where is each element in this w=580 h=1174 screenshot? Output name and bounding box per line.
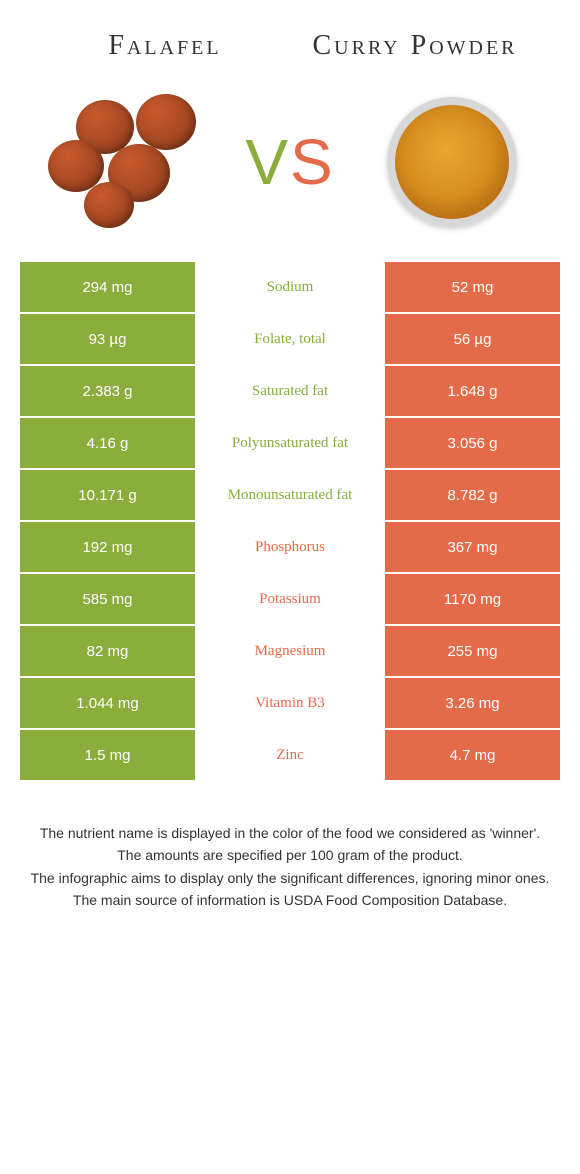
vs-s: S [290, 125, 335, 199]
left-food-title: Falafel [40, 30, 290, 62]
footer-line-1: The nutrient name is displayed in the co… [30, 822, 550, 844]
nutrient-label: Zinc [195, 730, 385, 780]
nutrient-label: Potassium [195, 574, 385, 624]
nutrient-row: 1.044 mgVitamin B33.26 mg [20, 678, 560, 730]
nutrient-row: 585 mgPotassium1170 mg [20, 574, 560, 626]
nutrient-row: 93 µgFolate, total56 µg [20, 314, 560, 366]
footer-line-4: The main source of information is USDA F… [30, 889, 550, 911]
right-food-title: Curry Powder [290, 30, 540, 62]
right-value: 52 mg [385, 262, 560, 312]
left-value: 2.383 g [20, 366, 195, 416]
left-value: 585 mg [20, 574, 195, 624]
footer-notes: The nutrient name is displayed in the co… [0, 782, 580, 912]
nutrient-row: 1.5 mgZinc4.7 mg [20, 730, 560, 782]
left-value: 294 mg [20, 262, 195, 312]
header-titles: Falafel Curry Powder [0, 0, 580, 72]
nutrient-row: 82 mgMagnesium255 mg [20, 626, 560, 678]
nutrient-row: 294 mgSodium52 mg [20, 262, 560, 314]
left-value: 93 µg [20, 314, 195, 364]
nutrient-label: Magnesium [195, 626, 385, 676]
right-value: 3.056 g [385, 418, 560, 468]
nutrient-label: Saturated fat [195, 366, 385, 416]
nutrient-label: Polyunsaturated fat [195, 418, 385, 468]
footer-line-3: The infographic aims to display only the… [30, 867, 550, 889]
left-value: 192 mg [20, 522, 195, 572]
nutrient-row: 2.383 gSaturated fat1.648 g [20, 366, 560, 418]
footer-line-2: The amounts are specified per 100 gram o… [30, 844, 550, 866]
right-value: 1170 mg [385, 574, 560, 624]
images-row: VS [0, 72, 580, 262]
nutrient-row: 4.16 gPolyunsaturated fat3.056 g [20, 418, 560, 470]
right-value: 4.7 mg [385, 730, 560, 780]
right-value: 8.782 g [385, 470, 560, 520]
left-value: 82 mg [20, 626, 195, 676]
left-value: 1.044 mg [20, 678, 195, 728]
nutrient-row: 192 mgPhosphorus367 mg [20, 522, 560, 574]
right-value: 56 µg [385, 314, 560, 364]
nutrient-label: Folate, total [195, 314, 385, 364]
curry-powder-image [372, 92, 532, 232]
left-value: 10.171 g [20, 470, 195, 520]
nutrient-label: Vitamin B3 [195, 678, 385, 728]
nutrient-label: Sodium [195, 262, 385, 312]
vs-label: VS [245, 125, 334, 199]
vs-v: V [245, 125, 290, 199]
nutrient-table: 294 mgSodium52 mg93 µgFolate, total56 µg… [0, 262, 580, 782]
right-value: 367 mg [385, 522, 560, 572]
right-value: 255 mg [385, 626, 560, 676]
nutrient-label: Phosphorus [195, 522, 385, 572]
right-value: 1.648 g [385, 366, 560, 416]
falafel-image [48, 92, 208, 232]
right-value: 3.26 mg [385, 678, 560, 728]
left-value: 1.5 mg [20, 730, 195, 780]
nutrient-label: Monounsaturated fat [195, 470, 385, 520]
left-value: 4.16 g [20, 418, 195, 468]
nutrient-row: 10.171 gMonounsaturated fat8.782 g [20, 470, 560, 522]
